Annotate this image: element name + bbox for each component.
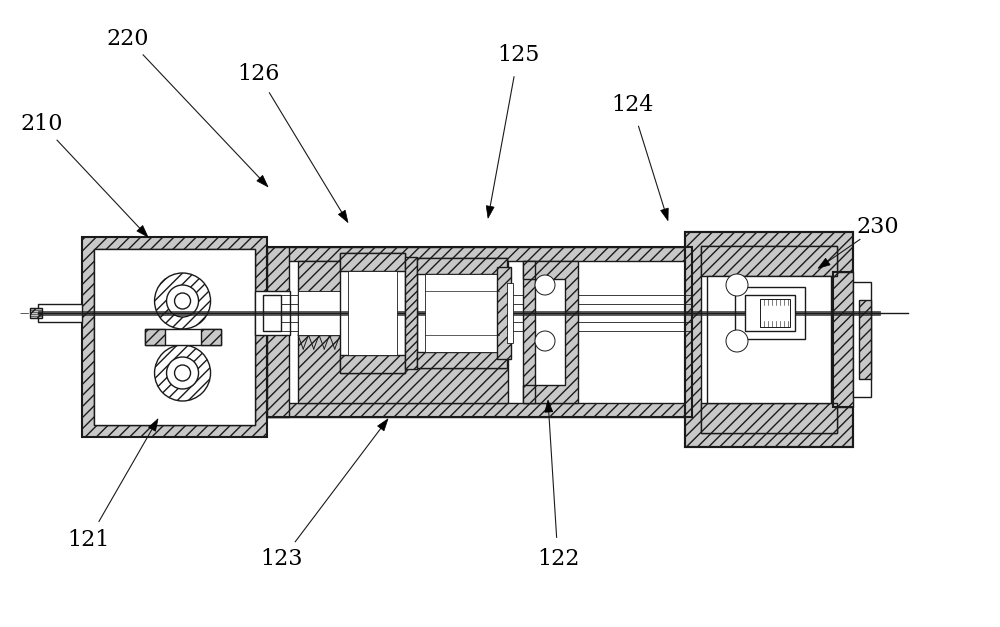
Bar (82, 237, 267, 437)
Bar (340, 253, 405, 271)
Bar (701, 246, 837, 276)
Bar (267, 403, 692, 417)
Bar (145, 329, 221, 345)
Circle shape (175, 293, 191, 309)
Text: 122: 122 (537, 548, 579, 571)
Polygon shape (486, 206, 494, 218)
Circle shape (155, 273, 211, 329)
Polygon shape (818, 258, 830, 268)
Bar (255, 291, 290, 335)
Bar (94, 249, 255, 425)
Bar (735, 287, 805, 339)
Bar (425, 274, 499, 352)
Bar (535, 279, 565, 385)
Bar (685, 232, 853, 447)
Text: 210: 210 (21, 113, 63, 135)
Bar (701, 246, 837, 433)
Bar (707, 276, 831, 403)
Polygon shape (545, 400, 553, 413)
Bar (348, 271, 397, 355)
Polygon shape (257, 176, 268, 187)
Text: 121: 121 (67, 529, 109, 552)
Circle shape (167, 285, 199, 317)
Bar (507, 283, 513, 343)
Bar (94, 249, 255, 425)
Bar (298, 261, 508, 335)
Bar (267, 247, 692, 417)
Polygon shape (338, 210, 348, 223)
Bar (523, 261, 578, 403)
Bar (340, 253, 405, 373)
Polygon shape (378, 419, 388, 431)
Bar (267, 247, 289, 417)
Bar (831, 272, 853, 407)
Text: 125: 125 (497, 44, 539, 66)
Circle shape (535, 275, 555, 295)
Bar (417, 258, 507, 274)
Polygon shape (661, 208, 668, 221)
Bar (340, 355, 405, 373)
Text: 230: 230 (857, 216, 899, 238)
Circle shape (726, 274, 748, 296)
Bar (745, 295, 795, 331)
Bar (298, 335, 508, 403)
Circle shape (155, 345, 211, 401)
Bar (760, 299, 790, 327)
Polygon shape (149, 419, 158, 431)
Text: 126: 126 (237, 63, 279, 85)
Bar (497, 267, 511, 359)
Circle shape (535, 331, 555, 351)
Circle shape (167, 357, 199, 389)
Bar (523, 385, 535, 403)
Bar (853, 282, 871, 397)
Bar (417, 352, 507, 368)
Bar (701, 403, 837, 433)
Circle shape (175, 365, 191, 381)
Text: 124: 124 (611, 94, 653, 117)
Bar (30, 308, 42, 318)
Bar (267, 247, 692, 261)
Circle shape (726, 330, 748, 352)
Bar (38, 304, 82, 322)
Bar (145, 329, 165, 345)
Bar (417, 258, 507, 368)
Bar (298, 291, 508, 335)
Polygon shape (137, 226, 148, 237)
Text: 220: 220 (107, 28, 149, 50)
Text: 123: 123 (261, 548, 303, 571)
Bar (523, 261, 535, 279)
Bar (859, 300, 871, 379)
Bar (201, 329, 221, 345)
Bar (263, 295, 281, 331)
Bar (405, 257, 417, 369)
